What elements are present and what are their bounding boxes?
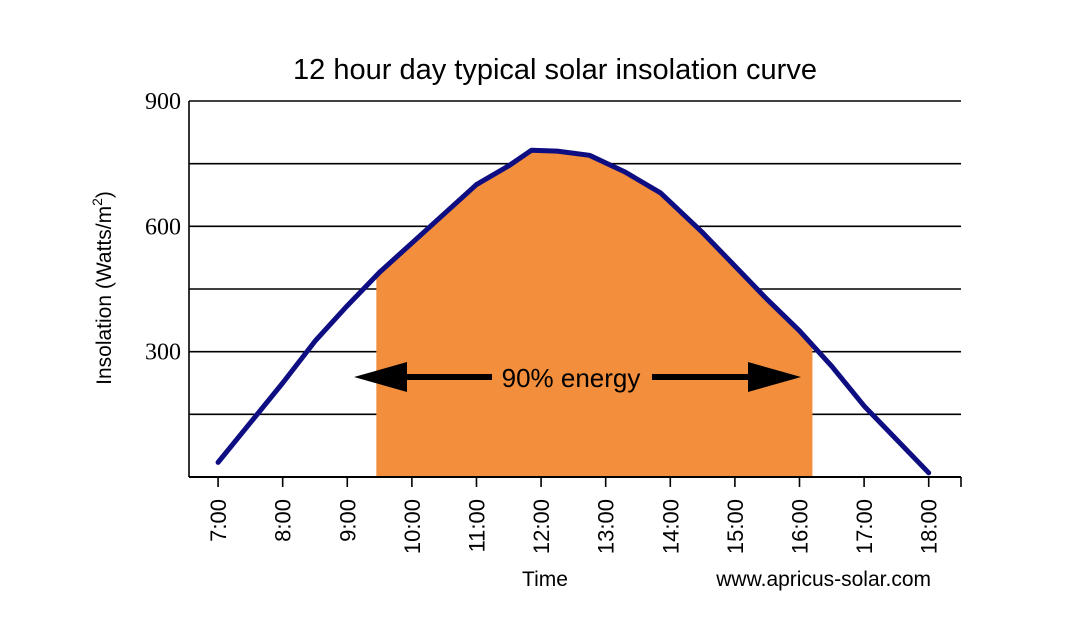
x-tick-label: 17:00 [852,499,877,554]
x-tick-label: 9:00 [335,499,360,542]
x-tick-label: 13:00 [594,499,619,554]
insolation-curve [215,147,932,476]
arrow-left-head [354,362,407,392]
x-tick-label: 14:00 [658,499,683,554]
x-tick-label: 7:00 [206,499,231,542]
x-tick-label: 10:00 [400,499,425,554]
y-tick-label: 900 [145,89,181,115]
x-tick-label: 15:00 [723,499,748,554]
y-axis-label-close: ) [93,191,116,198]
y-axis-ticks: 300 600 900 [145,89,181,366]
y-axis-label: Insolation (Watts/m2) [89,191,116,385]
y-axis-label-sup: 2 [89,198,105,206]
x-tick-label: 8:00 [271,499,296,542]
x-tick-label: 18:00 [917,499,942,554]
x-axis-label: Time [522,568,568,591]
chart-title: 12 hour day typical solar insolation cur… [293,54,817,86]
energy-shaded-area [376,150,813,477]
x-tick-label: 11:00 [464,499,489,552]
x-tick-label: 12:00 [529,499,554,554]
credit-text: www.apricus-solar.com [715,568,931,591]
y-axis-label-main: Insolation (Watts/m [93,206,116,385]
y-tick-label: 300 [145,340,181,366]
x-axis-ticks: 7:00 8:00 9:00 10:00 11:00 12:00 13:00 14:00 15:… [206,477,962,554]
arrow-right-head [748,362,801,392]
x-tick-label: 16:00 [787,499,812,554]
energy-label: 90% energy [502,363,641,393]
y-tick-label: 600 [145,214,181,240]
series-layer [215,147,932,476]
energy-annotation: 90% energy [354,362,801,393]
shaded-area-fill [376,150,813,477]
x-axis [188,101,961,478]
